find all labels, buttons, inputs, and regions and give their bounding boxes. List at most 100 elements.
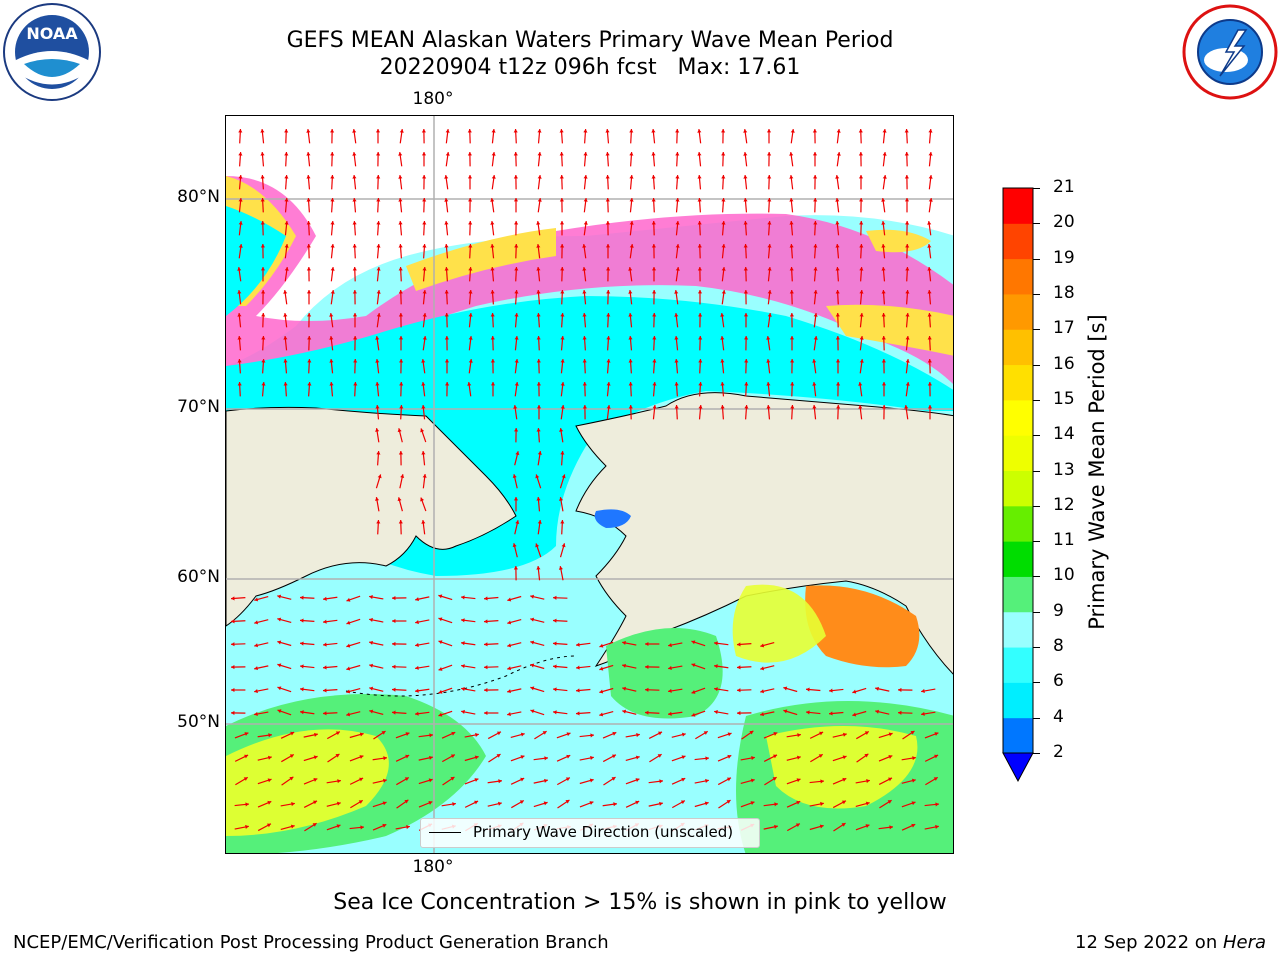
wave-arrow-head <box>553 664 557 669</box>
wave-arrow-head <box>244 754 249 759</box>
wave-arrow-head <box>353 359 358 363</box>
chart-title-line1: GEFS MEAN Alaskan Waters Primary Wave Me… <box>286 28 894 53</box>
wave-arrow-head <box>612 731 617 736</box>
wave-arrow-head <box>468 313 473 317</box>
wave-arrow-head <box>691 663 696 668</box>
wave-arrow-head <box>743 198 748 202</box>
wave-arrow-head <box>284 129 289 133</box>
wave-arrow-head <box>859 359 864 363</box>
wave-arrow-head <box>398 198 403 202</box>
wave-arrow-head <box>881 221 886 225</box>
wave-arrow-head <box>536 405 542 409</box>
wave-arrow-head <box>749 730 754 735</box>
wave-arrow-head <box>836 382 841 386</box>
wave-arrow-head <box>536 382 541 386</box>
wave-arrow-head <box>254 711 258 716</box>
wave-arrow-head <box>490 244 495 248</box>
wave-arrow-head <box>530 686 535 691</box>
wave-arrow-head <box>238 198 243 202</box>
wave-arrow-head <box>359 755 364 759</box>
wave-arrow-head <box>353 382 358 386</box>
wave-arrow-head <box>267 778 272 783</box>
wave-arrow-head <box>467 152 472 156</box>
wave-arrow-head <box>376 175 381 179</box>
wave-arrow-head <box>905 313 910 317</box>
wave-arrow-head <box>934 754 939 759</box>
colorbar-tick-label: 14 <box>1053 424 1075 445</box>
wave-arrow-head <box>261 313 266 317</box>
wave-arrow-head <box>376 520 381 524</box>
lon-label-bottom: 180° <box>412 857 454 877</box>
wave-arrow-head <box>405 754 410 759</box>
lon-label-top: 180° <box>412 89 454 109</box>
wave-arrow-head <box>382 801 387 806</box>
wave-arrow-head <box>783 709 788 714</box>
colorbar-block <box>1003 576 1033 613</box>
wave-arrow-head <box>369 640 373 645</box>
wave-arrow-head <box>606 336 611 340</box>
ocean-cyan-arctic <box>226 206 286 316</box>
wave-arrow-head <box>261 382 266 386</box>
wave-arrow-head <box>560 451 565 455</box>
colorbar-tick-mark <box>1033 505 1040 507</box>
wave-arrow-head <box>721 198 726 202</box>
wave-arrow-head <box>513 198 519 202</box>
wave-arrow-head <box>513 175 518 179</box>
colorbar-tick-mark <box>1033 188 1040 189</box>
wave-arrow-head <box>904 152 909 156</box>
wave-arrow-head <box>652 336 657 340</box>
wave-arrow-head <box>561 543 566 548</box>
colorbar-tick-mark <box>1033 258 1040 260</box>
wave-arrow-head <box>743 221 748 225</box>
wave-arrow-head <box>659 801 663 806</box>
wave-arrow-head <box>300 710 304 715</box>
wave-arrow-head <box>698 359 703 363</box>
wave-arrow-head <box>291 802 295 807</box>
wave-arrow-head <box>352 313 358 317</box>
wave-arrow-head <box>352 152 357 156</box>
wave-arrow-head <box>651 175 656 179</box>
wave-arrow-head <box>284 267 289 271</box>
wave-arrow-head <box>513 566 518 570</box>
colorbar-tick-label: 16 <box>1053 353 1075 374</box>
wave-arrow-head <box>835 359 841 363</box>
wave-arrow-head <box>398 221 403 225</box>
wave-arrow-head <box>674 336 679 340</box>
colorbar-block <box>1003 293 1033 330</box>
wave-arrow-head <box>721 244 726 248</box>
wave-arrow-head <box>582 336 587 340</box>
wave-arrow-head <box>375 359 380 363</box>
wave-arrow-head <box>806 687 810 692</box>
wave-arrow-head <box>375 336 380 340</box>
wave-arrow-head <box>277 709 282 714</box>
wave-arrow-head <box>422 198 427 202</box>
wave-arrow-head <box>622 663 626 668</box>
wave-arrow-head <box>284 152 289 156</box>
wave-arrow-head <box>859 313 864 317</box>
wave-arrow-head <box>468 198 473 202</box>
norton-sound-patch <box>594 509 631 528</box>
wave-arrow-head <box>461 664 465 669</box>
wave-arrow-head <box>820 801 824 806</box>
wave-arrow-head <box>813 198 818 202</box>
wave-arrow-head <box>474 778 479 782</box>
wave-arrow-head <box>444 267 449 271</box>
wave-arrow-head <box>330 152 335 156</box>
wave-arrow-head <box>515 520 520 525</box>
wave-arrow-head <box>335 753 340 758</box>
wave-arrow-head <box>589 778 594 783</box>
wave-arrow-head <box>284 244 289 248</box>
wave-arrow-head <box>491 152 496 156</box>
wave-arrow-head <box>675 152 680 156</box>
wave-arrow-head <box>490 198 495 202</box>
wave-arrow-head <box>536 221 541 225</box>
wave-arrow-head <box>881 359 886 363</box>
wave-arrow-head <box>681 755 686 760</box>
wave-arrow-head <box>674 359 679 363</box>
wave-arrow-head <box>353 336 358 340</box>
wave-arrow-head <box>767 175 772 179</box>
wave-arrow-head <box>530 640 535 645</box>
wave-arrow-head <box>561 474 566 479</box>
wave-arrow-head <box>606 290 611 294</box>
wave-arrow-head <box>606 382 611 386</box>
